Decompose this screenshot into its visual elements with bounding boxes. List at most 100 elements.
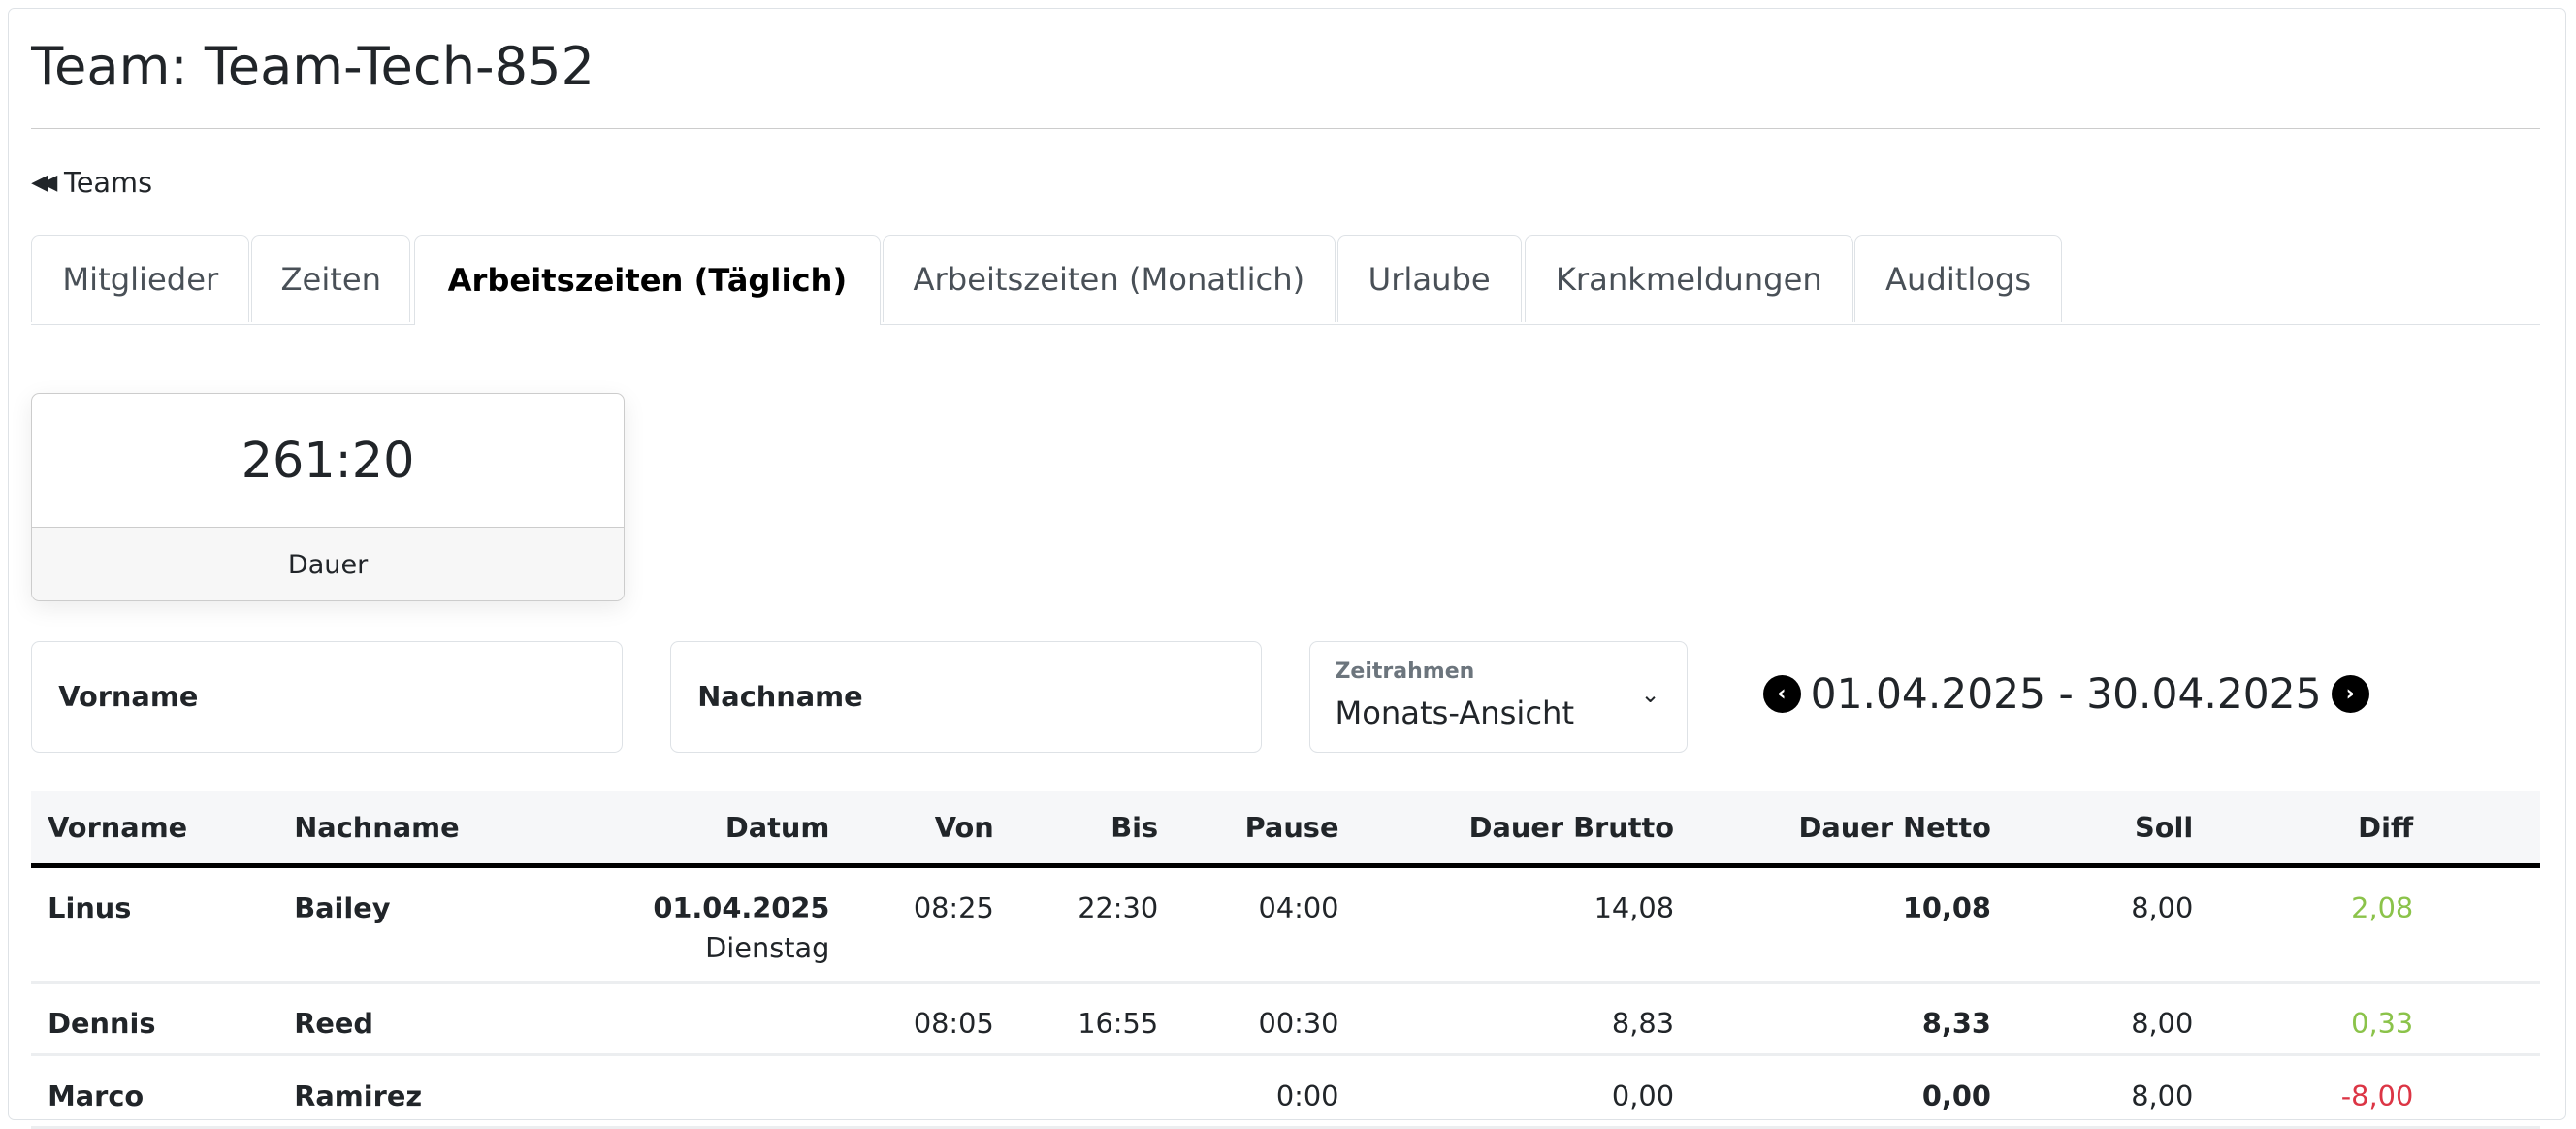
- zeitrahmen-label: Zeitrahmen: [1335, 660, 1475, 685]
- previous-period-icon[interactable]: ‹: [1762, 675, 1801, 714]
- cell-von: 08:05: [846, 983, 1010, 1055]
- cell-vorname: Marco: [31, 1054, 277, 1127]
- cell-nachname: Ramirez: [277, 1054, 524, 1127]
- page-title: Team: Team-Tech-852: [31, 36, 596, 98]
- cell-pause-text: 0:00: [1275, 1079, 1339, 1113]
- cell-soll: 8,00: [2008, 983, 2209, 1055]
- duration-stat-card: 261:20 Dauer: [31, 392, 625, 602]
- cell-dauer-netto-text: 8,33: [1921, 1007, 1991, 1041]
- cell-dauer-netto: 0,00: [1690, 1054, 2008, 1127]
- cell-datum: 01.04.2025 Dienstag: [524, 866, 846, 983]
- date-range-text: 01.04.2025 - 30.04.2025: [1810, 670, 2322, 719]
- cell-bis: 22:30: [1011, 866, 1175, 983]
- tab-bar: Mitglieder Zeiten Arbeitszeiten (Täglich…: [31, 235, 2540, 326]
- divider: [31, 128, 2540, 129]
- cell-soll-text: 8,00: [2131, 890, 2194, 924]
- backward-icon: ◀◀: [31, 170, 57, 195]
- col-bis[interactable]: Bis: [1111, 811, 1159, 845]
- cell-diff-text: -8,00: [2340, 1079, 2414, 1113]
- col-vorname[interactable]: Vorname: [48, 811, 188, 845]
- nachname-input[interactable]: [693, 677, 1194, 715]
- cell-diff: -8,00: [2209, 1054, 2430, 1127]
- cell-spacer: [2430, 866, 2540, 983]
- cell-vorname: Linus: [31, 866, 277, 983]
- next-period-icon[interactable]: ›: [2331, 675, 2369, 714]
- cell-soll-text: 8,00: [2131, 1007, 2194, 1041]
- cell-soll: 8,00: [2008, 866, 2209, 983]
- cell-diff: 2,08: [2209, 866, 2430, 983]
- cell-von: 08:25: [846, 866, 1010, 983]
- cell-diff-text: 0,33: [2351, 1007, 2414, 1041]
- cell-dauer-brutto: 14,08: [1355, 866, 1690, 983]
- cell-pause: 04:00: [1175, 866, 1355, 983]
- col-pause[interactable]: Pause: [1244, 811, 1339, 845]
- zeitrahmen-value: Monats-Ansicht: [1335, 694, 1575, 731]
- cell-vorname-text: Dennis: [48, 1007, 156, 1041]
- cell-dauer-brutto-text: 14,08: [1594, 890, 1675, 924]
- date-range-nav: ‹ 01.04.2025 - 30.04.2025 ›: [1762, 670, 2369, 719]
- col-soll[interactable]: Soll: [2135, 811, 2194, 845]
- cell-nachname-text: Ramirez: [294, 1079, 423, 1113]
- back-link-label: Teams: [64, 166, 153, 200]
- cell-dauer-brutto: 0,00: [1355, 1054, 1690, 1127]
- cell-nachname-text: Bailey: [294, 890, 391, 924]
- vorname-input[interactable]: [54, 677, 555, 715]
- col-diff[interactable]: Diff: [2358, 811, 2414, 845]
- cell-pause: 0:00: [1175, 1054, 1355, 1127]
- tab-krankmeldungen[interactable]: Krankmeldungen: [1524, 235, 1853, 322]
- col-dauer-brutto[interactable]: Dauer Brutto: [1468, 811, 1675, 845]
- tab-arbeitszeiten-taeglich[interactable]: Arbeitszeiten (Täglich): [413, 235, 881, 326]
- table-row: Dennis Reed 08:05 16:55 00:30 8,83 8,33 8,00 0,3…: [31, 983, 2540, 1055]
- chevron-down-icon: ⌄: [1640, 681, 1660, 709]
- cell-bis-text: 22:30: [1078, 890, 1159, 924]
- cell-bis: [1011, 1054, 1175, 1127]
- cell-bis: 16:55: [1011, 983, 1175, 1055]
- table-row: Linus Bailey 01.04.2025 Dienstag 08:25 22:30 0…: [31, 866, 2540, 983]
- duration-label: Dauer: [32, 528, 624, 601]
- cell-vorname-text: Linus: [48, 890, 132, 924]
- vorname-filter[interactable]: [31, 640, 623, 753]
- cell-vorname: Dennis: [31, 983, 277, 1055]
- col-spacer: [2430, 791, 2540, 865]
- cell-von-text: 08:25: [913, 890, 994, 924]
- cell-spacer: [2430, 1054, 2540, 1127]
- work-times-table: Vorname Nachname Datum Von Bis Pause Dau…: [31, 791, 2540, 1128]
- cell-pause-text: 00:30: [1258, 1007, 1339, 1041]
- cell-soll: 8,00: [2008, 1054, 2209, 1127]
- col-nachname[interactable]: Nachname: [294, 811, 460, 845]
- tab-zeiten[interactable]: Zeiten: [251, 235, 411, 322]
- cell-dauer-netto-text: 10,08: [1902, 890, 1991, 924]
- cell-bis-text: 16:55: [1078, 1007, 1159, 1041]
- cell-dauer-netto: 10,08: [1690, 866, 2008, 983]
- cell-nachname-text: Reed: [294, 1007, 373, 1041]
- cell-dauer-netto: 8,33: [1690, 983, 2008, 1055]
- cell-von-text: 08:05: [913, 1007, 994, 1041]
- col-dauer-netto[interactable]: Dauer Netto: [1798, 811, 1991, 845]
- cell-nachname: Bailey: [277, 866, 524, 983]
- cell-dauer-brutto-text: 0,00: [1611, 1079, 1675, 1113]
- cell-datum: [524, 1054, 846, 1127]
- table-header-row: Vorname Nachname Datum Von Bis Pause Dau…: [31, 791, 2540, 866]
- cell-diff: 0,33: [2209, 983, 2430, 1055]
- cell-datum-text: 01.04.2025: [653, 890, 830, 924]
- cell-nachname: Reed: [277, 983, 524, 1055]
- tab-arbeitszeiten-monatlich[interactable]: Arbeitszeiten (Monatlich): [882, 235, 1336, 322]
- cell-datum: [524, 983, 846, 1055]
- tab-auditlogs[interactable]: Auditlogs: [1854, 235, 2062, 322]
- cell-dauer-brutto-text: 8,83: [1611, 1007, 1675, 1041]
- table-row: Marco Ramirez 0:00 0,00 0,00 8,00 -8,00: [31, 1054, 2540, 1127]
- col-datum[interactable]: Datum: [724, 811, 830, 845]
- nachname-filter[interactable]: [670, 640, 1262, 753]
- cell-pause-text: 04:00: [1258, 890, 1339, 924]
- cell-vorname-text: Marco: [48, 1079, 145, 1113]
- tab-urlaube[interactable]: Urlaube: [1336, 235, 1522, 322]
- duration-value: 261:20: [32, 394, 624, 529]
- cell-wochentag: Dienstag: [705, 930, 830, 964]
- cell-soll-text: 8,00: [2131, 1079, 2194, 1113]
- cell-dauer-netto-text: 0,00: [1921, 1079, 1991, 1113]
- tab-mitglieder[interactable]: Mitglieder: [31, 235, 250, 322]
- col-von[interactable]: Von: [934, 811, 994, 845]
- cell-spacer: [2430, 983, 2540, 1055]
- zeitrahmen-select[interactable]: Zeitrahmen Monats-Ansicht ⌄: [1309, 640, 1688, 753]
- back-to-teams-link[interactable]: ◀◀ Teams: [31, 166, 152, 199]
